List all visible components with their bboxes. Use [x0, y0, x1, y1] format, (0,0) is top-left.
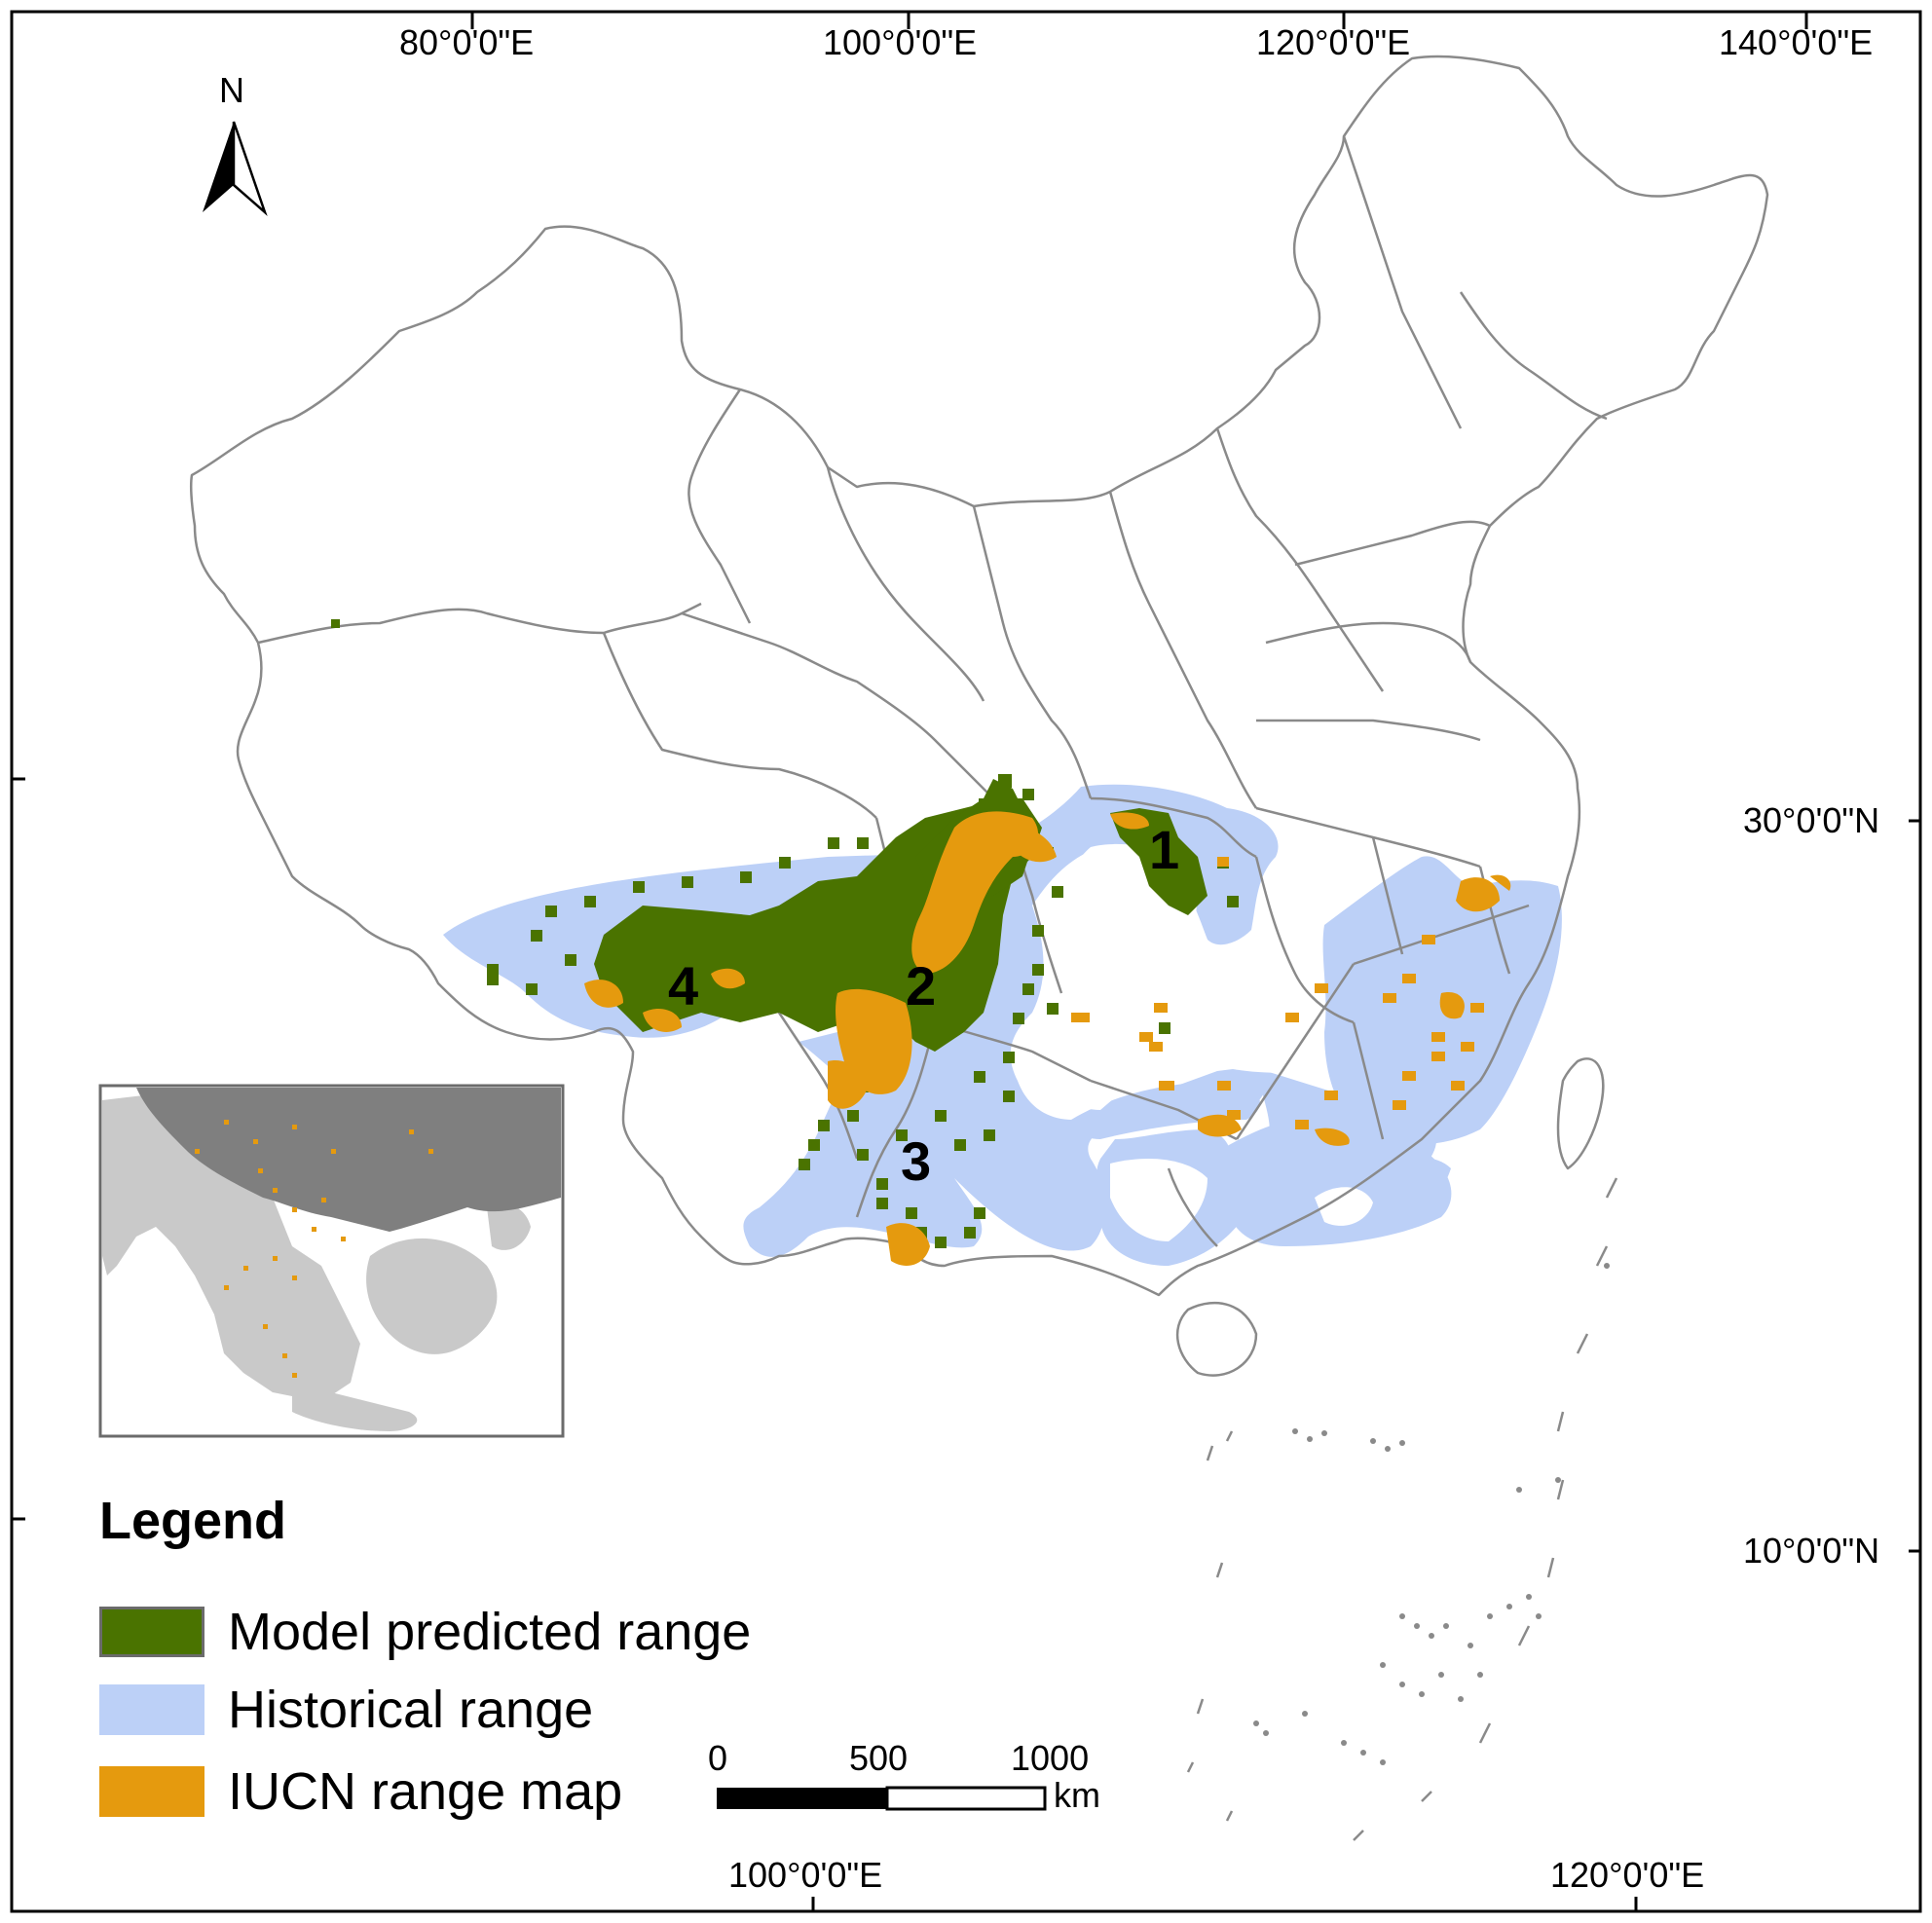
iucn-range — [584, 811, 1511, 1266]
legend-label-iucn: IUCN range map — [228, 1762, 623, 1821]
legend-item-iucn: IUCN range map — [99, 1764, 622, 1819]
island-dots — [1253, 1263, 1610, 1765]
historical-holes — [1029, 843, 1373, 1241]
map-border — [10, 10, 1922, 1913]
scale-tick-500: 500 — [849, 1738, 909, 1778]
graticule-label-bottom-120e: 120°0'0"E — [1550, 1855, 1705, 1895]
graticule-label-top-140e: 140°0'0"E — [1719, 22, 1874, 62]
inset-southeast-asia — [102, 1091, 360, 1402]
legend-item-model-predicted: Model predicted range — [99, 1605, 751, 1659]
region-label-1: 1 — [1149, 819, 1180, 880]
region-label-2: 2 — [906, 955, 937, 1017]
graticule-label-top-80e: 80°0'0"E — [399, 22, 535, 62]
scale-bar-graphic — [717, 1786, 1047, 1811]
region-label-4: 4 — [668, 955, 699, 1017]
graticule-label-top-120e: 120°0'0"E — [1256, 22, 1411, 62]
legend-item-historical: Historical range — [99, 1683, 593, 1737]
graticule-label-right-30n: 30°0'0"N — [1743, 800, 1880, 840]
legend-label-historical: Historical range — [228, 1681, 594, 1739]
legend-title: Legend — [99, 1492, 287, 1550]
legend-label-model-predicted: Model predicted range — [228, 1603, 752, 1661]
iucn-swatch-icon — [99, 1766, 204, 1817]
graticule-ticks — [12, 12, 1920, 1911]
graticule-label-bottom-100e: 100°0'0"E — [728, 1855, 883, 1895]
north-arrow-icon — [203, 121, 268, 217]
inset-china — [136, 1088, 561, 1232]
north-label: N — [219, 70, 244, 110]
scale-unit: km — [1054, 1775, 1100, 1815]
scale-tick-0: 0 — [708, 1738, 728, 1778]
model-predicted-swatch-icon — [99, 1607, 204, 1657]
inset-map — [98, 1084, 565, 1438]
graticule-label-top-100e: 100°0'0"E — [823, 22, 978, 62]
graticule-label-right-10n: 10°0'0"N — [1743, 1531, 1880, 1571]
historical-swatch-icon — [99, 1684, 204, 1735]
scale-tick-1000: 1000 — [1011, 1738, 1090, 1778]
region-label-3: 3 — [901, 1130, 932, 1192]
